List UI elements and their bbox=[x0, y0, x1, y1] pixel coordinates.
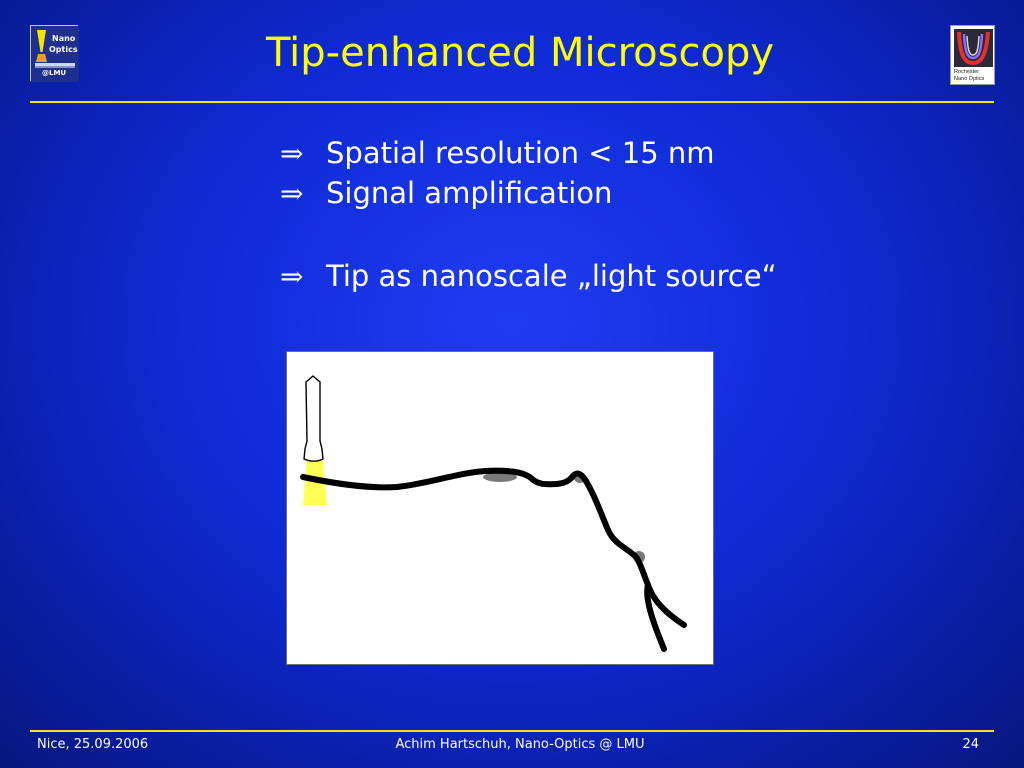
logo-text-nano: Nano bbox=[52, 34, 76, 43]
bullet-text: Signal amplification bbox=[326, 176, 613, 210]
logo-text-optics: Optics bbox=[49, 45, 78, 54]
bullet-item: ⇒ Spatial resolution < 15 nm bbox=[280, 133, 715, 174]
rochester-emblem-icon bbox=[954, 29, 993, 67]
title-divider bbox=[30, 101, 994, 103]
logo-text-nano-optics: Nano Optics bbox=[954, 76, 985, 82]
probe-tip bbox=[303, 375, 324, 462]
bullet-text: Tip as nanoscale „light source“ bbox=[326, 259, 777, 293]
slide-title: Tip-enhanced Microscopy bbox=[265, 30, 775, 76]
implies-arrow-icon: ⇒ bbox=[280, 260, 304, 293]
bullet-text: Spatial resolution < 15 nm bbox=[326, 136, 715, 170]
nanotube-shadow bbox=[483, 472, 517, 482]
implies-arrow-icon: ⇒ bbox=[280, 137, 304, 170]
logo-text-lmu: @LMU bbox=[42, 69, 67, 77]
nanotube-branch bbox=[644, 582, 667, 652]
tip-scanning-nanotube-illustration bbox=[300, 375, 687, 652]
nanotube bbox=[300, 467, 687, 628]
footer-author: Achim Hartschuh, Nano-Optics @ LMU bbox=[395, 737, 645, 752]
logo-text-rochester: Rochester bbox=[954, 69, 980, 75]
nano-optics-lmu-logo: Nano Optics @LMU bbox=[30, 25, 79, 82]
bullet-item: ⇒ Tip as nanoscale „light source“ bbox=[280, 256, 777, 297]
footer-date: Nice, 25.09.2006 bbox=[37, 737, 149, 752]
page-number: 24 bbox=[962, 737, 979, 752]
footer-divider bbox=[30, 730, 994, 732]
rochester-nano-optics-logo: Rochester Nano Optics bbox=[950, 25, 995, 85]
tip-enhanced-diagram bbox=[286, 351, 714, 665]
bullet-item: ⇒ Signal amplification bbox=[280, 173, 612, 214]
nano-optics-tip-icon bbox=[31, 26, 79, 82]
implies-arrow-icon: ⇒ bbox=[280, 177, 304, 210]
